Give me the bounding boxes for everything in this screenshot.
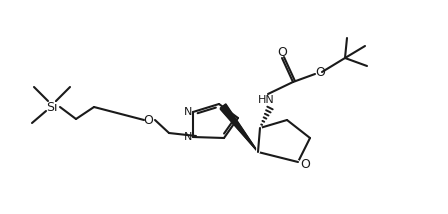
Text: O: O <box>143 113 153 126</box>
Text: O: O <box>277 46 287 58</box>
Text: O: O <box>315 65 325 79</box>
Text: N: N <box>184 107 192 117</box>
Text: Si: Si <box>46 101 58 113</box>
Text: HN: HN <box>258 95 274 105</box>
Text: O: O <box>300 158 310 171</box>
Polygon shape <box>220 105 258 152</box>
Polygon shape <box>220 104 258 152</box>
Text: N: N <box>184 132 192 142</box>
